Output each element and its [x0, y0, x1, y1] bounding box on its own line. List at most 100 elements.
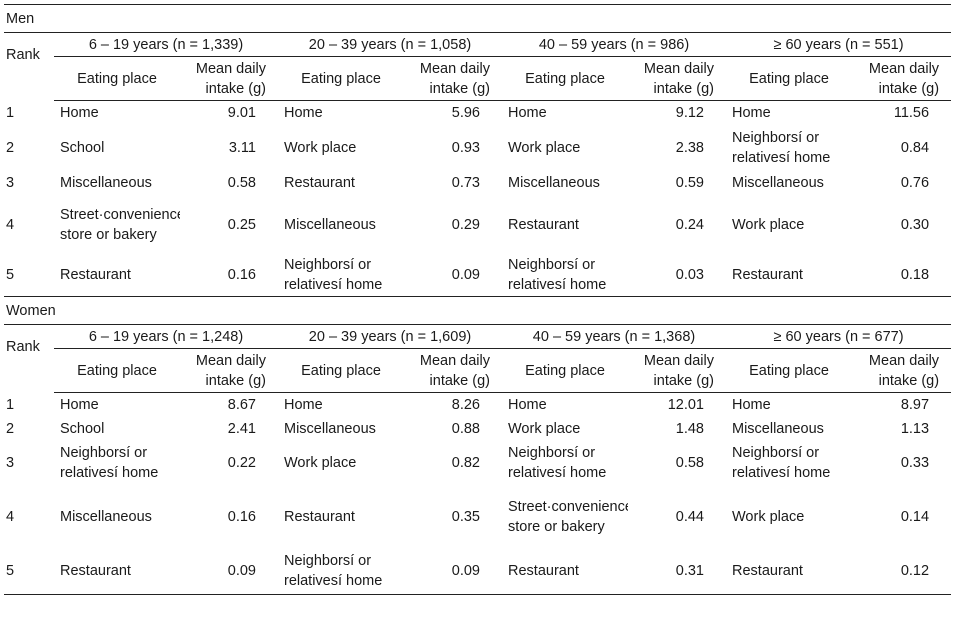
mean-intake-cell: 2.38 — [675, 139, 704, 156]
age-group-header: ≥ 60 years (n = 551) — [726, 32, 952, 57]
mean-intake-cell: 8.97 — [900, 396, 930, 413]
eating-place-cell: Restaurant — [284, 508, 355, 525]
age-group-header: 20 – 39 years (n = 1,609) — [278, 324, 502, 349]
mean-intake-cell: 0.12 — [852, 548, 952, 595]
mean-intake-cell: 0.14 — [900, 508, 930, 525]
eating-place-cell: Work place — [284, 454, 357, 471]
mean-intake-cell: 0.88 — [451, 420, 480, 437]
eating-place-cell: Restaurant — [726, 254, 852, 297]
mean-intake-cell: 0.82 — [451, 454, 480, 471]
eating-place-cell: Neighborsí or relativesí home — [732, 129, 831, 166]
eating-place-header: Eating place — [726, 56, 852, 101]
section-label-row: Women — [4, 296, 952, 325]
eating-place-cell: Miscellaneous — [508, 174, 600, 191]
rank-cell: 4 — [6, 508, 15, 525]
mean-intake-cell: 0.03 — [628, 254, 726, 297]
table-row: 2 School 2.41 Miscellaneous 0.88 Work place 1.… — [4, 417, 951, 441]
rank-cell: 5 — [4, 548, 54, 595]
eating-place-cell: Home — [508, 104, 547, 121]
table-row: 4 Street·convenience store or bakery 0.25 M… — [4, 195, 951, 255]
mean-intake-cell: 9.01 — [227, 104, 256, 121]
rank-cell: 2 — [6, 139, 15, 156]
eating-place-cell: Home — [284, 396, 323, 413]
mean-intake-cell: 1.48 — [675, 420, 704, 437]
rank-cell: 4 — [6, 216, 15, 233]
age-group-header-row: Rank 6 – 19 years (n = 1,248) 20 – 39 year… — [4, 324, 952, 393]
eating-place-intake-table: Men Rank 6 – 19 years (n = 1,339) 20 – 39 y… — [4, 4, 952, 595]
eating-place-header: Eating place — [502, 56, 628, 101]
age-group-header: 40 – 59 years (n = 1,368) — [502, 324, 726, 349]
eating-place-header: Eating place — [502, 348, 628, 393]
mean-intake-cell: 0.58 — [227, 174, 256, 191]
eating-place-cell: Street·convenience store or bakery — [508, 498, 628, 535]
mean-intake-cell: 11.56 — [893, 104, 930, 121]
mean-intake-cell: 0.93 — [451, 139, 480, 156]
eating-place-header: Eating place — [726, 348, 852, 393]
age-group-header: 6 – 19 years (n = 1,339) — [54, 32, 278, 57]
mean-intake-cell: 2.41 — [227, 420, 256, 437]
eating-place-cell: Home — [60, 104, 99, 121]
age-group-header: 20 – 39 years (n = 1,058) — [278, 32, 502, 57]
mean-intake-cell: 0.59 — [675, 174, 704, 191]
eating-place-cell: Home — [732, 396, 771, 413]
rank-cell: 3 — [6, 454, 15, 471]
mean-intake-header: Mean daily intake (g) — [628, 348, 726, 393]
eating-place-cell: Work place — [508, 139, 581, 156]
mean-intake-cell: 0.31 — [628, 548, 726, 595]
eating-place-cell: Miscellaneous — [284, 420, 376, 437]
age-group-header-row: Rank 6 – 19 years (n = 1,339) 20 – 39 year… — [4, 32, 952, 101]
mean-intake-cell: 0.76 — [900, 174, 930, 191]
mean-intake-header: Mean daily intake (g) — [404, 348, 502, 393]
mean-intake-cell: 0.73 — [451, 174, 480, 191]
rank-header: Rank — [4, 324, 54, 393]
eating-place-cell: Miscellaneous — [60, 174, 152, 191]
mean-intake-header: Mean daily intake (g) — [628, 56, 726, 101]
age-group-header: 40 – 59 years (n = 986) — [502, 32, 726, 57]
mean-intake-header: Mean daily intake (g) — [852, 56, 952, 101]
table-row: 1 Home 8.67 Home 8.26 Home 12.01 Home 8.97 — [4, 393, 951, 417]
table-row: 3 Miscellaneous 0.58 Restaurant 0.73 Miscella… — [4, 171, 951, 195]
mean-intake-cell: 0.35 — [451, 508, 480, 525]
mean-intake-cell: 0.25 — [227, 216, 256, 233]
rank-cell: 5 — [4, 254, 54, 297]
eating-place-cell: Restaurant — [284, 174, 355, 191]
eating-place-cell: Restaurant — [502, 548, 628, 595]
mean-intake-cell: 0.30 — [900, 216, 930, 233]
rank-cell: 2 — [6, 420, 15, 437]
table-row: 2 School 3.11 Work place 0.93 Work place 2.38 N… — [4, 125, 951, 171]
eating-place-cell: Home — [732, 104, 771, 121]
eating-place-cell: Home — [508, 396, 547, 413]
mean-intake-cell: 0.44 — [675, 508, 704, 525]
eating-place-cell: Home — [284, 104, 323, 121]
mean-intake-cell: 5.96 — [451, 104, 480, 121]
mean-intake-cell: 0.58 — [675, 454, 704, 471]
mean-intake-cell: 3.11 — [228, 139, 256, 156]
eating-place-cell: Work place — [284, 139, 357, 156]
eating-place-cell: Restaurant — [54, 548, 180, 595]
mean-intake-cell: 0.09 — [404, 548, 502, 595]
eating-place-cell: Neighborsí or relativesí home — [502, 254, 628, 297]
section-label: Women — [4, 296, 952, 325]
table-body: Men Rank 6 – 19 years (n = 1,339) 20 – 39 y… — [4, 4, 952, 595]
mean-intake-cell: 12.01 — [667, 396, 704, 413]
mean-intake-cell: 0.16 — [227, 508, 256, 525]
section-label-row: Men — [4, 4, 952, 33]
mean-intake-cell: 0.09 — [180, 548, 278, 595]
eating-place-cell: Neighborsí or relativesí home — [278, 548, 404, 595]
section-label: Men — [4, 4, 952, 33]
eating-place-cell: Restaurant — [54, 254, 180, 297]
table-row: 3 Neighborsí or relativesí home 0.22 Work p… — [4, 441, 951, 485]
mean-intake-header: Mean daily intake (g) — [180, 56, 278, 101]
eating-place-cell: Restaurant — [508, 216, 579, 233]
rank-cell: 1 — [6, 104, 15, 121]
table-row: 5 Restaurant 0.16 Neighborsí or relativesí … — [4, 254, 952, 297]
eating-place-cell: School — [60, 139, 105, 156]
eating-place-cell: Work place — [732, 508, 805, 525]
mean-intake-cell: 8.26 — [451, 396, 480, 413]
rank-cell: 3 — [6, 174, 15, 191]
eating-place-cell: Neighborsí or relativesí home — [278, 254, 404, 297]
table-row: 4 Miscellaneous 0.16 Restaurant 0.35 Street·c… — [4, 485, 951, 549]
rank-header: Rank — [4, 32, 54, 101]
eating-place-cell: Neighborsí or relativesí home — [732, 444, 831, 481]
